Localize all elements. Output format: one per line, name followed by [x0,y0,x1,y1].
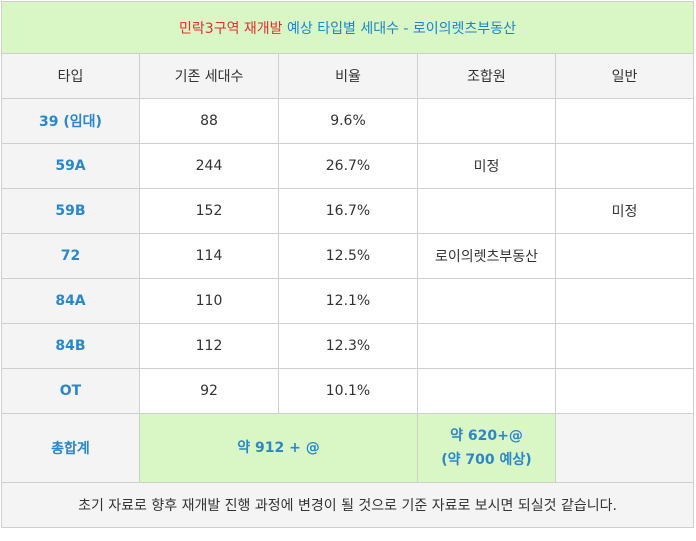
total-value: 약 912 + @ [139,413,418,483]
cell-member [417,188,556,234]
cell-count: 112 [139,323,279,369]
table-row: 39 (임대) 88 9.6% [1,98,695,144]
title-rest: 예상 타입별 세대수 - 로이의렛츠부동산 [282,20,516,37]
table-row: OT 92 10.1% [1,368,695,414]
cell-ratio: 12.3% [278,323,418,369]
cell-general [554,368,695,414]
total-row: 총합계 약 912 + @ 약 620+@ (약 700 예상) [1,413,695,483]
cell-ratio: 12.5% [278,233,418,279]
note-row: 초기 자료로 향후 재개발 진행 과정에 변경이 될 것으로 기준 자료로 보시… [0,482,695,528]
cell-type: 84A [1,278,140,324]
cell-member [417,98,556,144]
cell-count: 88 [139,98,279,144]
title-highlight: 민락3구역 재개발 [179,20,283,37]
cell-type: 39 (임대) [1,98,140,144]
total-general [554,413,695,483]
header-member: 조합원 [417,53,556,99]
cell-type: 59A [1,143,140,189]
table-title: 민락3구역 재개발 예상 타입별 세대수 - 로이의렛츠부동산 [0,1,695,54]
cell-general: 미정 [554,188,695,234]
title-row: 민락3구역 재개발 예상 타입별 세대수 - 로이의렛츠부동산 [0,1,695,54]
total-member: 약 620+@ (약 700 예상) [417,413,556,483]
cell-general [554,323,695,369]
cell-member: 로이의렛츠부동산 [417,233,556,279]
units-by-type-table: 민락3구역 재개발 예상 타입별 세대수 - 로이의렛츠부동산 타입 기존 세대… [0,1,695,528]
cell-ratio: 26.7% [278,143,418,189]
total-member-line2: (약 700 예상) [441,452,532,468]
table-row: 84A 110 12.1% [1,278,695,324]
cell-type: OT [1,368,140,414]
cell-ratio: 12.1% [278,278,418,324]
cell-general [554,278,695,324]
cell-general [554,233,695,279]
cell-ratio: 16.7% [278,188,418,234]
cell-ratio: 9.6% [278,98,418,144]
cell-type: 84B [1,323,140,369]
cell-count: 92 [139,368,279,414]
cell-ratio: 10.1% [278,368,418,414]
table-row: 59A 244 26.7% 미정 [1,143,695,189]
cell-count: 244 [139,143,279,189]
header-ratio: 비율 [278,53,418,99]
cell-member [417,278,556,324]
cell-count: 152 [139,188,279,234]
cell-member: 미정 [417,143,556,189]
cell-member [417,323,556,369]
header-row: 타입 기존 세대수 비율 조합원 일반 [1,53,695,99]
units-by-type-table-container: 민락3구역 재개발 예상 타입별 세대수 - 로이의렛츠부동산 타입 기존 세대… [0,1,695,528]
cell-type: 72 [1,233,140,279]
footnote: 초기 자료로 향후 재개발 진행 과정에 변경이 될 것으로 기준 자료로 보시… [0,482,695,528]
header-general: 일반 [554,53,695,99]
cell-count: 110 [139,278,279,324]
cell-general [554,98,695,144]
table-row: 84B 112 12.3% [1,323,695,369]
header-existing-count: 기존 세대수 [139,53,279,99]
table-row: 72 114 12.5% 로이의렛츠부동산 [1,233,695,279]
table-row: 59B 152 16.7% 미정 [1,188,695,234]
cell-general [554,143,695,189]
cell-type: 59B [1,188,140,234]
total-member-line1: 약 620+@ [450,428,523,444]
total-label: 총합계 [1,413,140,483]
cell-member [417,368,556,414]
cell-count: 114 [139,233,279,279]
header-type: 타입 [1,53,140,99]
